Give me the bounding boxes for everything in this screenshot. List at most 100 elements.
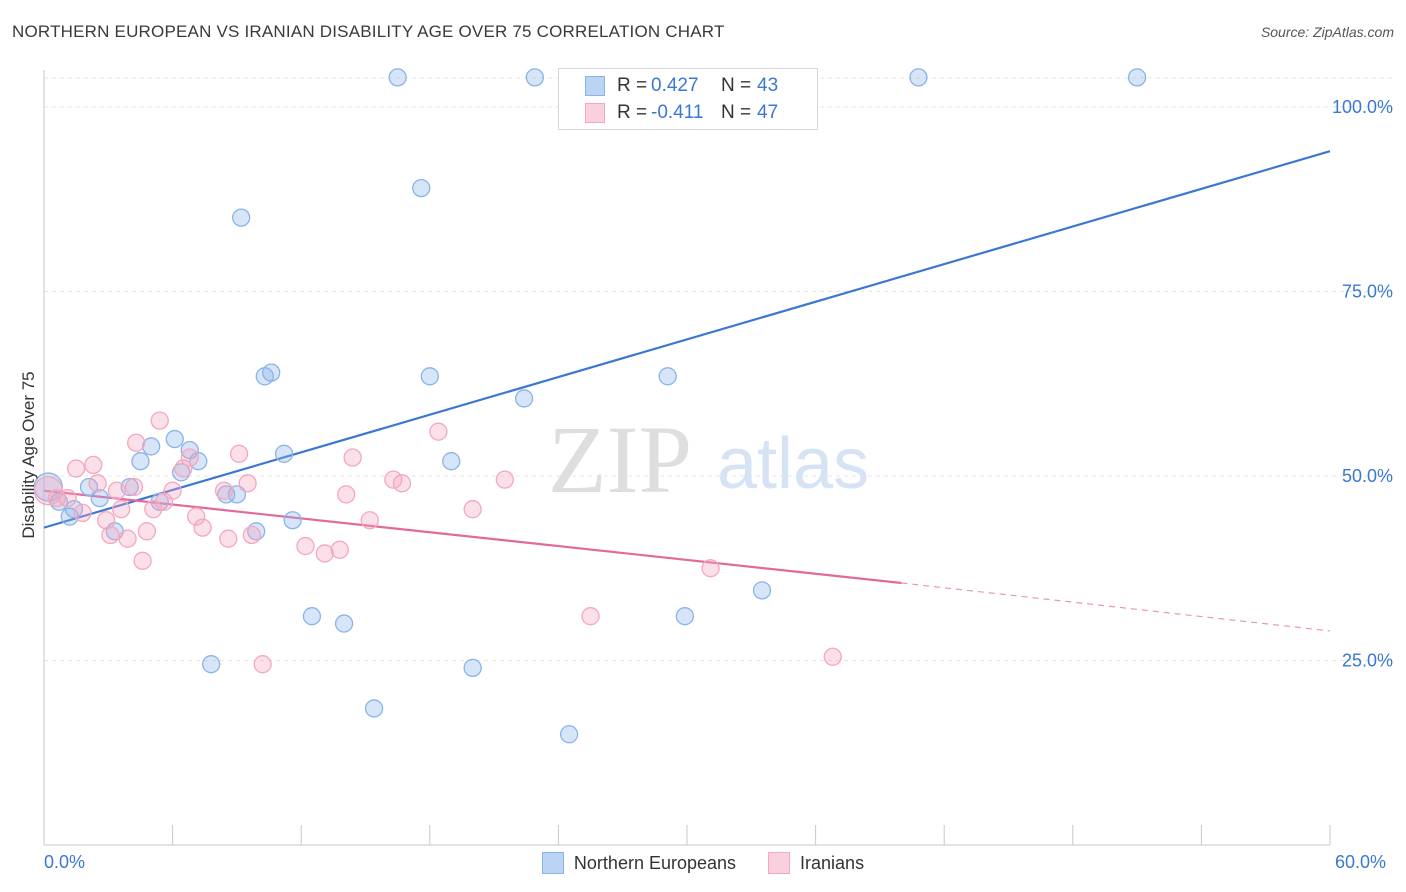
data-point [701,559,720,578]
legend-item-northern-europeans[interactable]: Northern Europeans [541,852,737,874]
data-point [412,178,431,198]
data-point [232,208,251,227]
data-point [187,507,206,526]
data-point [84,455,103,475]
data-point [658,367,677,386]
data-point [242,525,262,545]
data-point [88,474,107,493]
data-point [675,607,695,626]
data-point [150,492,169,511]
data-point [463,658,482,678]
data-point [150,411,169,430]
data-point [525,68,544,87]
data-point [262,363,281,382]
data-point [343,448,362,467]
watermark: ZIP atlas [548,406,869,513]
data-point [823,647,842,666]
data-point [142,437,161,456]
y-tick-label: 50.0% [1342,466,1393,486]
data-point [253,655,272,674]
data-point [101,525,120,545]
legend-swatch-pink [768,852,791,874]
data-point [581,607,600,626]
data-point [67,459,86,478]
data-point [112,500,131,519]
data-point [274,444,294,463]
data-point [137,522,157,541]
data-point [219,529,238,548]
legend-r-label: R = [617,75,648,96]
data-point [165,429,184,449]
data-point [58,488,77,508]
legend-swatch-pink [585,103,605,123]
data-point [133,551,152,570]
data-point [296,536,315,556]
data-point [330,540,349,559]
legend-swatch-blue [541,852,564,874]
data-point [127,433,146,452]
data-point [202,655,221,674]
chart-title: NORTHERN EUROPEAN VS IRANIAN DISABILITY … [12,22,725,41]
x-tick-label-min: 0.0% [44,852,86,872]
legend-swatch-blue [585,76,605,96]
data-point [283,511,302,530]
legend-item-iranians[interactable]: Iranians [768,852,864,874]
legend-n-label: N = [721,102,752,123]
watermark-atlas: atlas [717,424,869,504]
data-point [174,459,193,478]
legend-row-iranians: R = -0.411 N = 47 [585,100,778,126]
data-point [163,481,182,500]
data-point [463,500,482,519]
correlation-legend: R = 0.427 N = 43 R = -0.411 N = 47 [558,68,818,130]
data-point [214,481,234,500]
legend-series-name: Iranians [800,852,865,873]
watermark-zip: ZIP [548,406,692,513]
data-point [73,503,92,523]
data-point [392,474,412,493]
trend-line [43,150,1331,529]
data-point [495,470,514,489]
data-point [107,481,127,500]
legend-r-label: R = [617,102,648,123]
y-tick-labels: 25.0% 50.0% 75.0% 100.0% [1332,97,1393,671]
data-point [124,477,144,497]
y-tick-label: 25.0% [1342,650,1393,670]
legend-row-northern-europeans: R = 0.427 N = 43 [585,73,778,99]
data-point [131,452,150,471]
data-point [337,485,356,504]
data-point [420,367,439,386]
data-point [47,488,67,508]
data-point [118,529,137,548]
trend-line [43,489,902,585]
legend-n-value: 47 [757,102,779,123]
trend-line-extension [901,582,1331,632]
series-legend: Northern Europeans Iranians [0,852,1406,874]
legend-r-value: -0.411 [651,102,704,123]
data-point [334,614,354,633]
data-points [33,68,1147,744]
legend-series-name: Northern Europeans [573,852,737,873]
data-point [180,448,199,467]
data-point [238,474,257,493]
trend-lines [43,150,1331,632]
data-point [144,500,163,519]
data-point [559,725,579,744]
data-point [442,452,461,471]
data-point [388,68,407,87]
data-point [360,511,379,530]
x-tick-label-max: 60.0% [1335,852,1387,872]
legend-n-label: N = [721,75,752,96]
data-point [909,68,928,87]
data-point [229,444,249,463]
data-point [90,488,109,508]
data-point [315,544,334,563]
data-point [302,607,322,626]
data-point [1127,68,1147,87]
data-point [429,422,448,441]
data-point [193,518,212,537]
source-label: Source: ZipAtlas.com [1260,24,1394,40]
axes [43,70,1331,846]
y-axis-label: Disability Age Over 75 [19,371,38,539]
data-point [752,581,772,600]
